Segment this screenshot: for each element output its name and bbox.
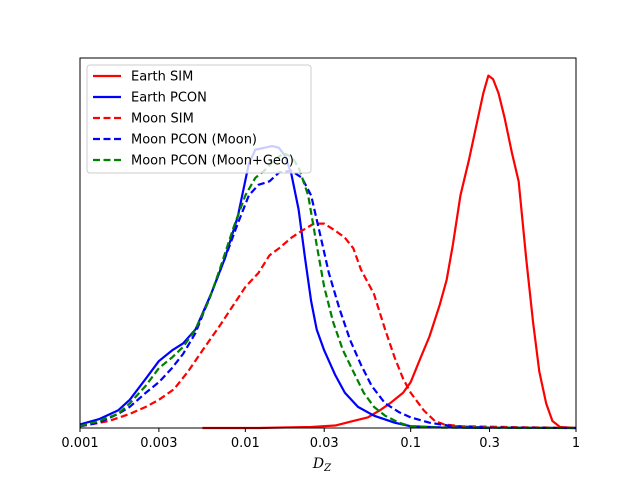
x-tick-label: 1 — [572, 436, 580, 451]
series-line-earth-sim — [202, 74, 577, 430]
series-line-moon-sim — [79, 222, 577, 430]
x-tick-label: 0.3 — [479, 436, 500, 451]
x-tick-label: 0.003 — [140, 436, 177, 451]
x-tick-label: 0.1 — [400, 436, 421, 451]
x-axis-label: DZ — [312, 456, 332, 474]
legend-label-moon-pcon-moon-geo: Moon PCON (Moon+Geo) — [131, 154, 294, 169]
plot-frame — [79, 57, 577, 429]
legend: Earth SIM Earth PCON Moon SIM Moon PCON (Mo… — [86, 64, 312, 174]
legend-box — [86, 64, 312, 174]
legend-entries: Earth SIM Earth PCON Moon SIM Moon PCON (Mo… — [93, 70, 294, 169]
series-line-earth-pcon — [79, 145, 490, 430]
series-line-moon-pcon-moon — [79, 169, 577, 430]
x-tick-label: 0.01 — [231, 436, 260, 451]
legend-label-earth-sim: Earth SIM — [131, 70, 193, 85]
x-tick-label: 0.03 — [310, 436, 339, 451]
legend-label-moon-sim: Moon SIM — [131, 112, 194, 127]
x-axis: 0.001 0.003 0.01 0.03 0.1 0.3 1 — [61, 428, 580, 451]
legend-label-moon-pcon-moon: Moon PCON (Moon) — [131, 133, 257, 148]
x-axis-label-main: D — [312, 456, 324, 472]
x-axis-label-subscript: Z — [323, 463, 332, 474]
x-tick-label: 0.001 — [61, 436, 98, 451]
legend-label-earth-pcon: Earth PCON — [131, 91, 207, 106]
